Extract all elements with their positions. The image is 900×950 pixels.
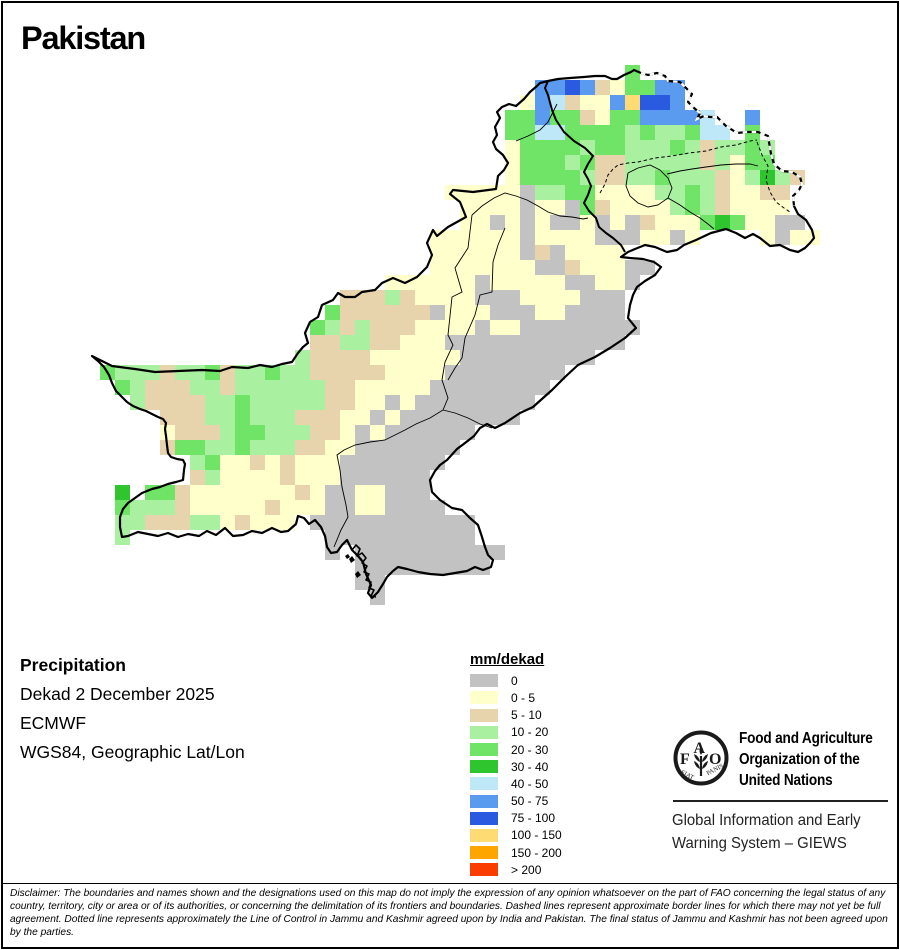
svg-text:O: O xyxy=(709,751,721,768)
svg-text:F: F xyxy=(680,751,690,768)
svg-text:A: A xyxy=(694,740,706,757)
